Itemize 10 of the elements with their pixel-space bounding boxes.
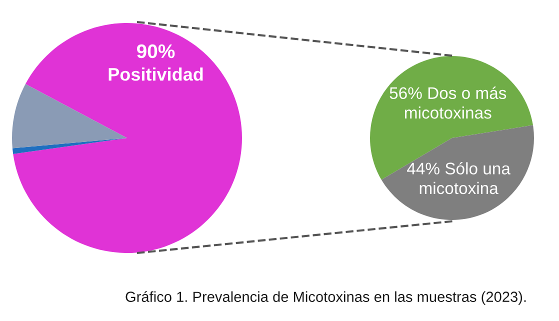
- slice-label: Positividad: [108, 67, 203, 81]
- pie-slice: [12, 84, 127, 148]
- slice-label: 44% Sólo una micotoxina: [407, 162, 510, 194]
- pie-slice: [381, 125, 534, 220]
- slice-label: 56% Dos o más micotoxinas: [390, 86, 506, 119]
- pie-slice: [13, 23, 242, 253]
- data-label: 90%: [136, 44, 175, 58]
- pie-slice: [12, 138, 127, 154]
- text: Gráfico 1. Prevalencia de Micotoxinas en las muestras (2023).: [126, 291, 526, 305]
- pie-slice: [370, 56, 533, 180]
